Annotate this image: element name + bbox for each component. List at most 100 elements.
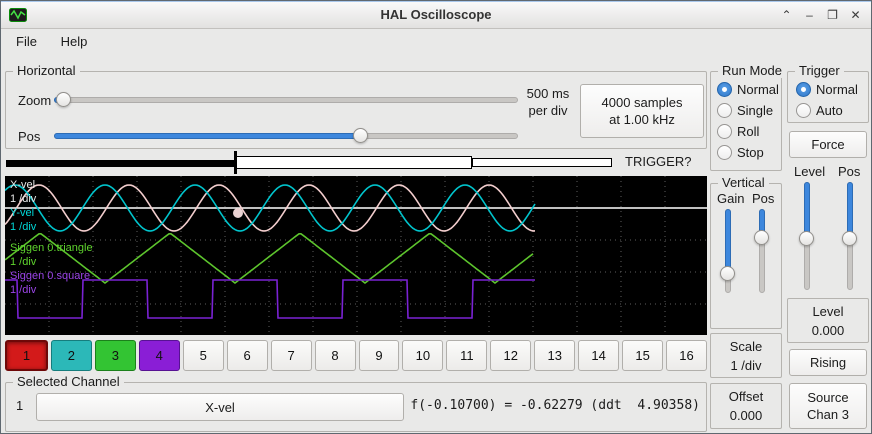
- horizontal-pos-slider[interactable]: [54, 128, 518, 143]
- pos-slider-fill: [54, 133, 361, 139]
- timeline-tail-bar: [472, 158, 612, 167]
- offset-label: Offset: [728, 389, 764, 404]
- channel-button-7[interactable]: 7: [270, 340, 312, 371]
- trigger-level-label: Level: [794, 164, 826, 179]
- channel-button-14[interactable]: 14: [578, 340, 620, 371]
- radio-unselected-icon[interactable]: [796, 102, 811, 118]
- rate-per-div-line2: per div: [528, 103, 568, 118]
- menu-file[interactable]: File: [16, 34, 37, 49]
- close-button[interactable]: ✕: [850, 7, 861, 22]
- maximize-button[interactable]: ❐: [827, 7, 838, 22]
- offset-value: 0.000: [729, 408, 763, 423]
- channel-button-2[interactable]: 2: [50, 340, 92, 371]
- vertical-pos-slider[interactable]: [753, 209, 771, 293]
- gain-slider-handle[interactable]: [720, 265, 735, 281]
- channel-button-6[interactable]: 6: [226, 340, 268, 371]
- radio-unselected-icon[interactable]: [717, 102, 732, 118]
- vertical-pos-slider-handle[interactable]: [754, 229, 769, 245]
- run-mode-option-label: Stop: [737, 144, 764, 160]
- selected-channel-group: Selected Channel 1 X-vel f(-0.10700) = -…: [5, 374, 707, 432]
- scope-label: Siggen 0.square: [10, 270, 91, 282]
- trigger-group: Trigger Normal Auto: [787, 63, 869, 123]
- run-mode-option-label: Normal: [737, 81, 779, 97]
- trigger-pos-label: Pos: [838, 164, 861, 179]
- horizontal-group: Horizontal Zoom 500 ms per div 4000 samp…: [5, 63, 707, 149]
- trigger-level-readout-label: Level: [812, 304, 844, 319]
- trigger-pos-slider[interactable]: [841, 182, 859, 290]
- trigger-mode-option-normal[interactable]: Normal: [796, 81, 867, 97]
- samples-rate-button[interactable]: 4000 samples at 1.00 kHz: [580, 84, 704, 138]
- scope-display[interactable]: X-vel 1 /div Y-vel 1 /div Siggen 0.triangle 1…: [4, 176, 707, 335]
- channel-button-10[interactable]: 10: [402, 340, 444, 371]
- vertical-pos-label: Pos: [752, 191, 775, 206]
- selected-channel-name-button[interactable]: X-vel: [36, 393, 404, 421]
- timeline-window-bar[interactable]: [236, 156, 472, 169]
- vertical-group: Vertical Gain Pos: [710, 175, 782, 329]
- minimize-button[interactable]: –: [806, 7, 813, 22]
- scope-label: Y-vel: [10, 207, 35, 219]
- menubar: File Help: [1, 29, 871, 55]
- zoom-label: Zoom: [18, 93, 52, 108]
- offset-box: Offset 0.000: [710, 383, 782, 429]
- trigger-options: Normal Auto: [796, 81, 867, 123]
- run-mode-options: Normal Single Roll Stop: [717, 81, 780, 165]
- channel-button-13[interactable]: 13: [534, 340, 576, 371]
- zoom-slider[interactable]: [54, 92, 518, 107]
- scale-label: Scale: [729, 339, 763, 354]
- samples-line1: 4000 samples: [601, 95, 683, 110]
- trigger-source-button[interactable]: Source Chan 3: [789, 383, 867, 429]
- trigger-level-slider-fill: [804, 182, 810, 239]
- scope-label: 1 /div: [10, 284, 37, 296]
- channel-button-11[interactable]: 11: [446, 340, 488, 371]
- radio-selected-icon[interactable]: [796, 81, 811, 97]
- run-mode-option-label: Roll: [737, 123, 760, 139]
- selected-channel-number: 1: [16, 398, 24, 413]
- channel-button-5[interactable]: 5: [182, 340, 224, 371]
- window-title: HAL Oscilloscope: [380, 7, 492, 22]
- scope-label: 1 /div: [10, 256, 37, 268]
- record-timeline[interactable]: TRIGGER?: [5, 151, 707, 175]
- run-mode-option-normal[interactable]: Normal: [717, 81, 780, 97]
- gain-slider-fill: [725, 209, 731, 273]
- channel-button-3[interactable]: 3: [94, 340, 136, 371]
- zoom-slider-handle[interactable]: [56, 92, 72, 107]
- trigger-mode-option-auto[interactable]: Auto: [796, 102, 867, 118]
- pos-slider-handle[interactable]: [353, 128, 369, 143]
- shade-button[interactable]: ⌃: [781, 7, 792, 22]
- channel-button-9[interactable]: 9: [358, 340, 400, 371]
- timeline-elapsed-bar: [6, 160, 236, 167]
- channel-button-15[interactable]: 15: [622, 340, 664, 371]
- channel-button-16[interactable]: 16: [666, 340, 707, 371]
- channel-button-1[interactable]: 1: [5, 340, 48, 371]
- run-mode-group-label: Run Mode: [718, 63, 786, 78]
- radio-unselected-icon[interactable]: [717, 144, 732, 160]
- channel-button-8[interactable]: 8: [314, 340, 356, 371]
- radio-unselected-icon[interactable]: [717, 123, 732, 139]
- timeline-trigger-tick[interactable]: [234, 151, 237, 174]
- waveform-canvas: [4, 176, 707, 335]
- samples-line2: at 1.00 kHz: [609, 112, 675, 127]
- vertical-group-label: Vertical: [718, 175, 769, 190]
- run-mode-option-stop[interactable]: Stop: [717, 144, 780, 160]
- force-trigger-button[interactable]: Force: [789, 131, 867, 158]
- run-mode-option-single[interactable]: Single: [717, 102, 780, 118]
- channel-button-12[interactable]: 12: [490, 340, 532, 371]
- trigger-level-slider[interactable]: [798, 182, 816, 290]
- trigger-mode-option-label: Normal: [816, 81, 858, 97]
- channel-button-4[interactable]: 4: [138, 340, 180, 371]
- trigger-status-label: TRIGGER?: [625, 154, 692, 169]
- run-mode-option-roll[interactable]: Roll: [717, 123, 780, 139]
- menu-help[interactable]: Help: [60, 34, 88, 49]
- scope-label: 1 /div: [10, 221, 37, 233]
- vertical-gain-slider[interactable]: [719, 209, 737, 293]
- radio-selected-icon[interactable]: [717, 81, 732, 97]
- trigger-edge-button[interactable]: Rising: [789, 349, 867, 376]
- trigger-pos-slider-handle[interactable]: [842, 231, 857, 247]
- zoom-slider-track[interactable]: [54, 97, 518, 103]
- channel-button-row: 1 2 3 4 5 6 7 8 9 10 11 12 13 14 15 16: [5, 340, 707, 371]
- trigger-level-slider-handle[interactable]: [799, 231, 814, 247]
- trigger-level-readout-value: 0.000: [811, 323, 845, 338]
- titlebar[interactable]: HAL Oscilloscope ⌃ – ❐ ✕: [1, 1, 871, 29]
- selected-channel-group-label: Selected Channel: [13, 374, 124, 389]
